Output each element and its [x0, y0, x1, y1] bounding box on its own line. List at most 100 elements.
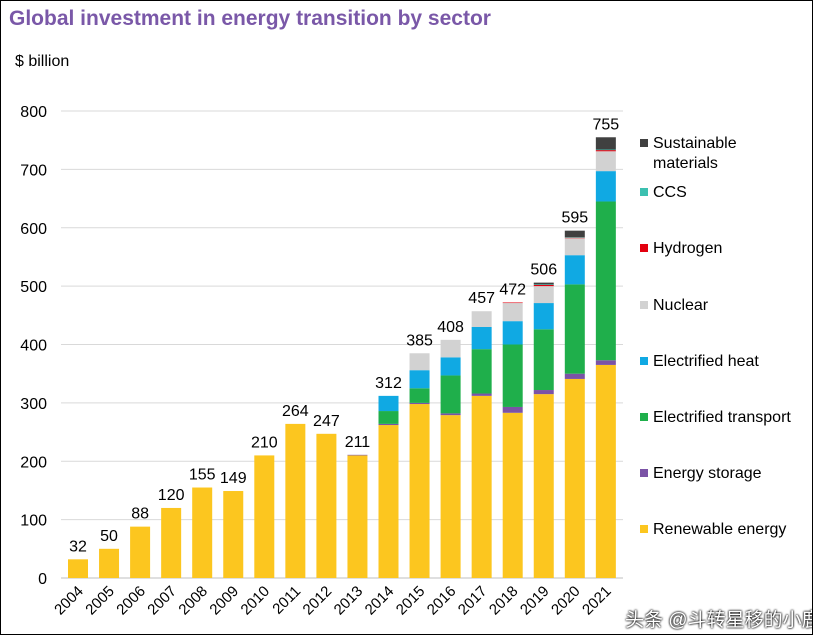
x-tick-label: 2018 — [486, 583, 522, 619]
bar-segment-renewable-energy — [285, 423, 306, 578]
data-label: 312 — [375, 375, 402, 392]
x-tick-label: 2016 — [424, 583, 460, 619]
bar-segment-electrified-heat — [440, 357, 461, 376]
bar-segment-hydrogen — [533, 284, 554, 287]
bar-segment-ccs — [564, 237, 585, 238]
y-tick-label: 500 — [20, 279, 47, 296]
legend-swatch — [640, 413, 648, 421]
data-label: 210 — [251, 434, 278, 451]
legend-label: Energy storage — [653, 465, 762, 482]
data-label: 385 — [406, 332, 433, 349]
bar-segment-renewable-energy — [99, 548, 120, 578]
x-tick-label: 2006 — [113, 583, 149, 619]
data-label: 149 — [220, 470, 247, 487]
y-tick-label: 700 — [20, 162, 47, 179]
data-label: 88 — [131, 506, 149, 523]
legend-swatch — [640, 525, 648, 533]
bar-segment-electrified-transport — [595, 201, 616, 361]
bar-segment-renewable-energy — [316, 433, 337, 578]
legend-label: Electrified heat — [653, 353, 759, 370]
chart-title: Global investment in energy transition b… — [9, 7, 491, 30]
data-label: 595 — [561, 210, 588, 227]
data-label: 506 — [530, 262, 557, 279]
data-label: 472 — [499, 281, 526, 298]
bar-segment-ccs — [533, 284, 554, 285]
bar-segment-electrified-heat — [409, 370, 430, 389]
bar-segment-sustainable-materials — [595, 137, 616, 150]
bar-segment-electrified-heat — [595, 171, 616, 202]
data-label: 120 — [158, 487, 185, 504]
x-tick-label: 2019 — [517, 583, 553, 619]
x-tick-label: 2021 — [579, 583, 615, 619]
data-label: 457 — [468, 290, 495, 307]
x-tick-label: 2009 — [206, 583, 242, 619]
bar-segment-renewable-energy — [223, 491, 244, 578]
x-tick-label: 2020 — [548, 583, 584, 619]
bar-segment-renewable-energy — [595, 364, 616, 578]
y-tick-label: 800 — [20, 104, 47, 121]
bar-segment-renewable-energy — [130, 526, 151, 578]
bar-segment-nuclear — [502, 303, 523, 322]
bar-segment-renewable-energy — [533, 394, 554, 578]
legend-swatch — [640, 188, 648, 196]
bar-segment-energy-storage — [564, 373, 585, 379]
bar-segment-electrified-heat — [533, 303, 554, 330]
bar-segment-renewable-energy — [161, 507, 182, 578]
y-tick-label: 300 — [20, 396, 47, 413]
bar-segment-energy-storage — [533, 390, 554, 395]
bar-segment-renewable-energy — [440, 415, 461, 578]
data-label: 408 — [437, 319, 464, 336]
data-label: 211 — [345, 434, 371, 451]
bar-segment-hydrogen — [564, 237, 585, 239]
bar-segment-electrified-heat — [564, 255, 585, 285]
bar-segment-renewable-energy — [564, 378, 585, 578]
bar-segment-electrified-heat — [471, 326, 492, 350]
bar-segment-electrified-heat — [378, 395, 399, 412]
bar-segment-nuclear — [533, 286, 554, 304]
bar-segment-electrified-transport — [564, 284, 585, 374]
data-label: 247 — [313, 413, 340, 430]
legend-label: Renewable energy — [653, 521, 786, 538]
x-tick-label: 2012 — [300, 583, 336, 619]
y-tick-label: 100 — [20, 513, 47, 530]
data-label: 155 — [189, 467, 216, 484]
bar-segment-energy-storage — [347, 454, 368, 456]
bar-segment-electrified-heat — [502, 321, 523, 345]
x-tick-label: 2008 — [175, 583, 211, 619]
bar-segment-energy-storage — [378, 423, 399, 426]
bar-segment-energy-storage — [409, 402, 430, 405]
legend-swatch — [640, 244, 648, 252]
data-label: 32 — [69, 538, 87, 555]
bar-segment-nuclear — [564, 238, 585, 256]
bar-segment-renewable-energy — [502, 412, 523, 578]
x-tick-label: 2004 — [51, 583, 87, 619]
x-tick-label: 2005 — [82, 583, 118, 619]
y-tick-label: 0 — [38, 571, 47, 588]
bar-segment-nuclear — [595, 151, 616, 172]
legend-swatch — [640, 139, 648, 147]
bar-segment-energy-storage — [595, 360, 616, 365]
bar-segment-electrified-transport — [502, 344, 523, 407]
bar-segment-nuclear — [471, 311, 492, 327]
x-tick-label: 2017 — [455, 583, 491, 619]
legend-label: CCS — [653, 184, 687, 201]
legend-label: Sustainable — [653, 135, 737, 152]
bar-segment-renewable-energy — [68, 559, 88, 578]
bar-segment-nuclear — [409, 353, 430, 371]
bar-segment-energy-storage — [471, 393, 492, 396]
bar-segment-hydrogen — [595, 150, 616, 152]
bar-segment-electrified-transport — [440, 375, 461, 414]
legend-swatch — [640, 301, 648, 309]
bar-segment-electrified-transport — [378, 411, 399, 424]
y-axis-label: $ billion — [15, 53, 70, 70]
x-tick-label: 2011 — [269, 583, 304, 618]
bar-segment-renewable-energy — [347, 455, 368, 578]
bar-segment-sustainable-materials — [564, 230, 585, 238]
bar-segment-electrified-transport — [409, 388, 430, 403]
data-label: 50 — [100, 528, 118, 545]
bar-segment-renewable-energy — [471, 395, 492, 578]
bar-segment-renewable-energy — [254, 455, 275, 578]
x-tick-label: 2010 — [238, 583, 274, 619]
